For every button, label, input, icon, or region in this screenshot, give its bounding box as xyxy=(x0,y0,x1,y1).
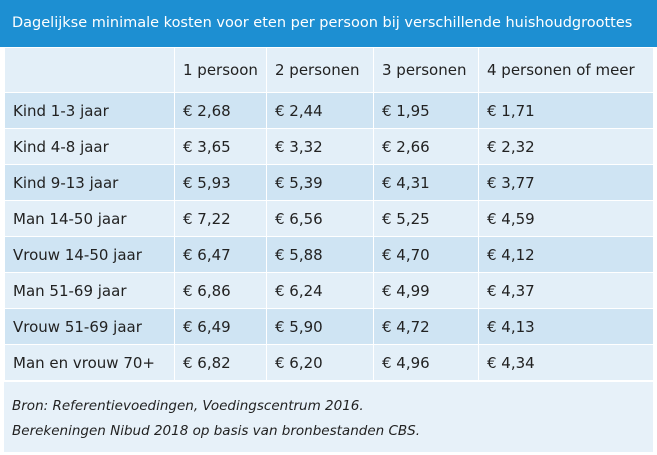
table-row: Man 14-50 jaar € 7,22 € 6,56 € 5,25 € 4,59 xyxy=(4,200,653,236)
table-cell: Man 51-69 jaar xyxy=(4,273,174,308)
table-row: Man en vrouw 70+ € 6,82 € 6,20 € 4,96 € 4,34 xyxy=(4,344,653,380)
footer-line: Bron: Referentievoedingen, Voedingscentr… xyxy=(12,398,364,414)
table-cell: € 6,20 xyxy=(266,345,373,380)
table-cell: € 4,59 xyxy=(478,201,653,236)
table-cell: € 4,37 xyxy=(478,273,653,308)
table-cell: 1 persoon xyxy=(174,48,266,92)
table-cell: € 4,99 xyxy=(373,273,478,308)
table-cell: € 2,68 xyxy=(174,93,266,128)
table-row: Man 51-69 jaar € 6,86 € 6,24 € 4,99 € 4,37 xyxy=(4,272,653,308)
table-cell: 2 personen xyxy=(266,48,373,92)
table-cell: € 4,34 xyxy=(478,345,653,380)
table-cell: 3 personen xyxy=(373,48,478,92)
table-cell: € 6,86 xyxy=(174,273,266,308)
table-row: Vrouw 51-69 jaar € 6,49 € 5,90 € 4,72 € 4,13 xyxy=(4,308,653,344)
table-cell: € 3,77 xyxy=(478,165,653,200)
table-cell: Vrouw 14-50 jaar xyxy=(4,237,174,272)
table-cell: € 6,49 xyxy=(174,309,266,344)
table-cell: € 4,12 xyxy=(478,237,653,272)
table-cell: € 6,47 xyxy=(174,237,266,272)
table-cell: € 2,66 xyxy=(373,129,478,164)
table-cell: € 7,22 xyxy=(174,201,266,236)
table-cell: € 3,32 xyxy=(266,129,373,164)
table-row: Kind 4-8 jaar € 3,65 € 3,32 € 2,66 € 2,32 xyxy=(4,128,653,164)
table-cell: € 5,39 xyxy=(266,165,373,200)
table-cell: € 4,96 xyxy=(373,345,478,380)
table-row: Kind 1-3 jaar € 2,68 € 2,44 € 1,95 € 1,71 xyxy=(4,92,653,128)
table-cell: Kind 1-3 jaar xyxy=(4,93,174,128)
table-row: Vrouw 14-50 jaar € 6,47 € 5,88 € 4,70 € 4,12 xyxy=(4,236,653,272)
table-cell: € 6,24 xyxy=(266,273,373,308)
table-cell: Vrouw 51-69 jaar xyxy=(4,309,174,344)
footer-line: Berekeningen Nibud 2018 op basis van bro… xyxy=(12,423,421,439)
table-cell: € 3,65 xyxy=(174,129,266,164)
table-cell: Kind 4-8 jaar xyxy=(4,129,174,164)
table-cell: € 4,72 xyxy=(373,309,478,344)
table-cell: € 5,93 xyxy=(174,165,266,200)
table-cell: € 2,32 xyxy=(478,129,653,164)
table-header-row: 1 persoon 2 personen 3 personen 4 personen … xyxy=(4,47,653,92)
table-cell: € 1,71 xyxy=(478,93,653,128)
table-cell: Man en vrouw 70+ xyxy=(4,345,174,380)
footer: Bron: Referentievoedingen, Voedingscentr… xyxy=(4,382,653,452)
table-cell: 4 personen of meer xyxy=(478,48,653,92)
table-cell: € 4,13 xyxy=(478,309,653,344)
table-cell: Man 14-50 jaar xyxy=(4,201,174,236)
table-cell xyxy=(4,48,174,92)
title-bar: Dagelijkse minimale kosten voor eten per… xyxy=(0,0,657,47)
table-cell: € 6,82 xyxy=(174,345,266,380)
table-cell: € 4,70 xyxy=(373,237,478,272)
table-cell: € 6,56 xyxy=(266,201,373,236)
table-cell: € 5,88 xyxy=(266,237,373,272)
table-cell: Kind 9-13 jaar xyxy=(4,165,174,200)
table-cell: € 5,90 xyxy=(266,309,373,344)
table-cell: € 2,44 xyxy=(266,93,373,128)
table-cell: € 5,25 xyxy=(373,201,478,236)
table-cell: € 4,31 xyxy=(373,165,478,200)
table-cell: € 1,95 xyxy=(373,93,478,128)
table-row: Kind 9-13 jaar € 5,93 € 5,39 € 4,31 € 3,77 xyxy=(4,164,653,200)
